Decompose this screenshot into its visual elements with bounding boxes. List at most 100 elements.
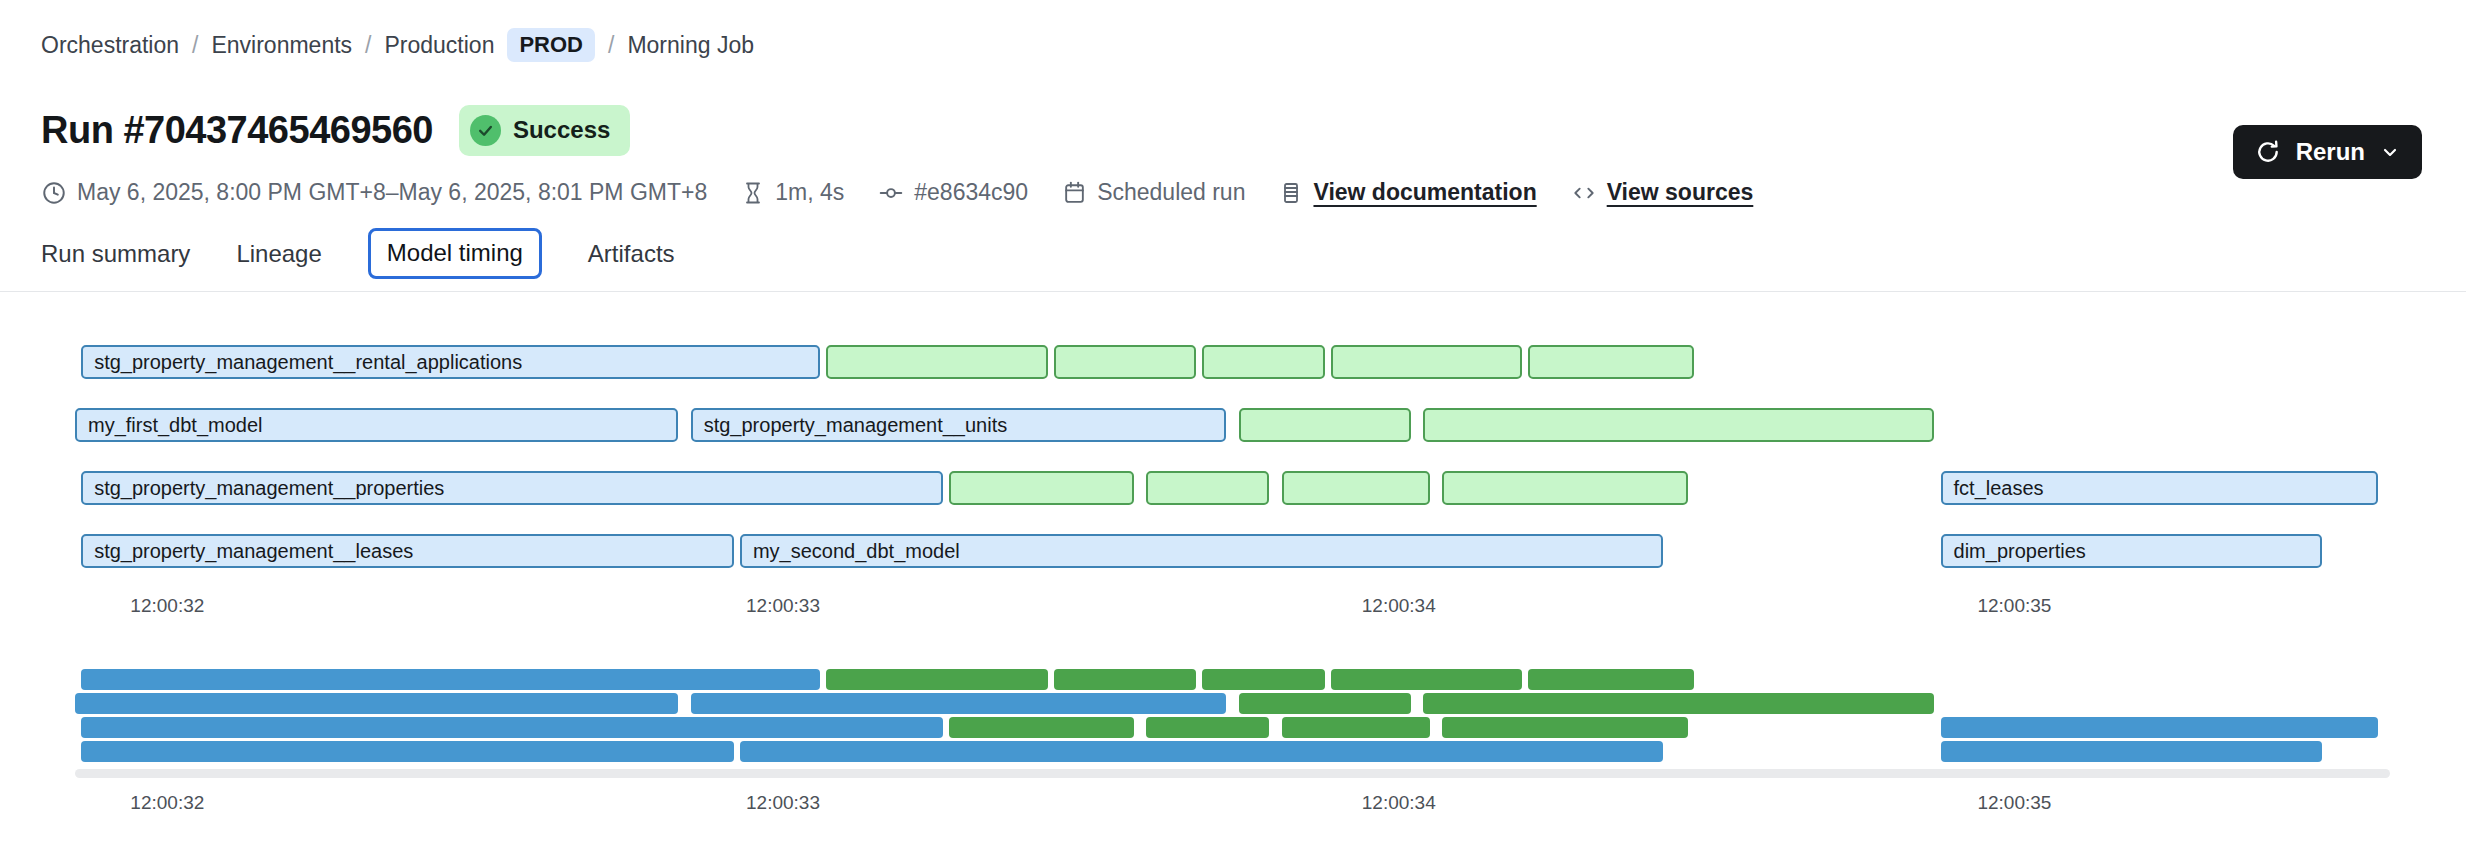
gantt-bar-test[interactable] xyxy=(1331,345,1522,379)
meta-time-range: May 6, 2025, 8:00 PM GMT+8–May 6, 2025, … xyxy=(41,179,707,206)
axis-tick-label: 12:00:34 xyxy=(1362,792,1436,814)
rerun-button[interactable]: Rerun xyxy=(2233,125,2422,179)
hourglass-icon xyxy=(741,181,765,205)
commit-icon xyxy=(878,180,904,206)
time-axis: 12:00:32 12:00:33 12:00:34 12:00:35 xyxy=(75,595,2390,619)
status-badge: Success xyxy=(459,105,630,156)
tab-run-summary[interactable]: Run summary xyxy=(41,231,190,277)
run-detail-page: Orchestration / Environments / Productio… xyxy=(0,0,2466,842)
minimap-row xyxy=(75,717,2390,738)
breadcrumb-separator: / xyxy=(192,32,198,59)
minimap-time-axis: 12:00:32 12:00:33 12:00:34 12:00:35 xyxy=(75,792,2390,816)
minimap-bar-test xyxy=(1239,693,1411,714)
gantt-bar-fct_leases[interactable]: fct_leases xyxy=(1941,471,2378,505)
axis-tick-label: 12:00:35 xyxy=(1977,595,2051,617)
gantt-bar-test[interactable] xyxy=(1528,345,1694,379)
gantt-bar-test[interactable] xyxy=(1239,408,1411,442)
gantt-bar-test[interactable] xyxy=(1442,471,1688,505)
gantt-chart: stg_property_management__rental_applicat… xyxy=(75,345,2390,568)
minimap-bar-stg_property_management__leases xyxy=(81,741,734,762)
tab-model-timing[interactable]: Model timing xyxy=(368,228,542,279)
minimap-bar-test xyxy=(1202,669,1325,690)
minimap-bar-stg_property_management__rental_applications xyxy=(81,669,820,690)
view-documentation-link[interactable]: View documentation xyxy=(1313,179,1536,206)
model-timing-chart: stg_property_management__rental_applicat… xyxy=(75,345,2390,816)
gantt-bar-test[interactable] xyxy=(1282,471,1430,505)
minimap-bar-fct_leases xyxy=(1941,717,2378,738)
view-sources-link[interactable]: View sources xyxy=(1607,179,1754,206)
breadcrumb-item-job[interactable]: Morning Job xyxy=(627,32,754,59)
breadcrumb-item-production[interactable]: Production xyxy=(384,32,494,59)
gantt-bar-test[interactable] xyxy=(1146,471,1269,505)
breadcrumb: Orchestration / Environments / Productio… xyxy=(41,28,2421,62)
meta-duration: 1m, 4s xyxy=(741,179,844,206)
gantt-bar-label: my_first_dbt_model xyxy=(77,414,263,437)
axis-tick-label: 12:00:33 xyxy=(746,595,820,617)
meta-trigger: Scheduled run xyxy=(1062,179,1245,206)
code-icon xyxy=(1571,180,1597,206)
gantt-bar-test[interactable] xyxy=(1423,408,1934,442)
minimap-bar-test xyxy=(826,669,1048,690)
gantt-row: stg_property_management__rental_applicat… xyxy=(75,345,2390,379)
gantt-bar-test[interactable] xyxy=(949,471,1134,505)
success-check-icon xyxy=(470,115,501,146)
page-header: Orchestration / Environments / Productio… xyxy=(0,28,2466,206)
minimap-bar-test xyxy=(1442,717,1688,738)
tab-artifacts[interactable]: Artifacts xyxy=(588,231,675,277)
tab-lineage[interactable]: Lineage xyxy=(236,231,321,277)
horizontal-scrollbar[interactable] xyxy=(75,769,2390,778)
gantt-bar-stg_property_management__units[interactable]: stg_property_management__units xyxy=(691,408,1227,442)
gantt-bar-label: stg_property_management__leases xyxy=(83,540,413,563)
meta-duration-label: 1m, 4s xyxy=(775,179,844,206)
gantt-bar-label: my_second_dbt_model xyxy=(742,540,960,563)
chevron-down-icon xyxy=(2380,142,2400,162)
gantt-bar-stg_property_management__rental_applications[interactable]: stg_property_management__rental_applicat… xyxy=(81,345,820,379)
minimap-bar-my_first_dbt_model xyxy=(75,693,678,714)
minimap-bar-test xyxy=(1423,693,1934,714)
axis-tick-label: 12:00:35 xyxy=(1977,792,2051,814)
minimap-bar-test xyxy=(1146,717,1269,738)
axis-tick-label: 12:00:32 xyxy=(130,792,204,814)
gantt-bar-stg_property_management__properties[interactable]: stg_property_management__properties xyxy=(81,471,943,505)
environment-badge: PROD xyxy=(507,28,595,62)
status-label: Success xyxy=(513,116,610,144)
gantt-bar-my_first_dbt_model[interactable]: my_first_dbt_model xyxy=(75,408,678,442)
timeline-minimap[interactable] xyxy=(75,669,2390,778)
gantt-bar-label: stg_property_management__units xyxy=(693,414,1008,437)
meta-commit: #e8634c90 xyxy=(878,179,1028,206)
minimap-row xyxy=(75,669,2390,690)
axis-tick-label: 12:00:32 xyxy=(130,595,204,617)
axis-tick-label: 12:00:33 xyxy=(746,792,820,814)
minimap-bar-stg_property_management__properties xyxy=(81,717,943,738)
gantt-bar-test[interactable] xyxy=(1202,345,1325,379)
gantt-bar-label: dim_properties xyxy=(1943,540,2086,563)
axis-tick-label: 12:00:34 xyxy=(1362,595,1436,617)
minimap-bar-test xyxy=(1528,669,1694,690)
breadcrumb-item-environments[interactable]: Environments xyxy=(211,32,352,59)
meta-time-range-label: May 6, 2025, 8:00 PM GMT+8–May 6, 2025, … xyxy=(77,179,707,206)
tab-bar: Run summary Lineage Model timing Artifac… xyxy=(0,228,2466,292)
breadcrumb-separator: / xyxy=(608,32,614,59)
run-meta-row: May 6, 2025, 8:00 PM GMT+8–May 6, 2025, … xyxy=(41,179,2421,206)
breadcrumb-item-orchestration[interactable]: Orchestration xyxy=(41,32,179,59)
gantt-row: stg_property_management__leases my_second… xyxy=(75,534,2390,568)
clock-icon xyxy=(41,180,67,206)
gantt-bar-label: stg_property_management__properties xyxy=(83,477,444,500)
gantt-bar-dim_properties[interactable]: dim_properties xyxy=(1941,534,2323,568)
minimap-bar-test xyxy=(1054,669,1196,690)
meta-trigger-label: Scheduled run xyxy=(1097,179,1245,206)
gantt-bar-test[interactable] xyxy=(826,345,1048,379)
gantt-bar-my_second_dbt_model[interactable]: my_second_dbt_model xyxy=(740,534,1664,568)
gantt-bar-label: fct_leases xyxy=(1943,477,2044,500)
document-icon xyxy=(1279,181,1303,205)
gantt-bar-test[interactable] xyxy=(1054,345,1196,379)
title-row: Run #70437465469560 Success xyxy=(41,102,2421,158)
minimap-bar-test xyxy=(1282,717,1430,738)
rerun-button-label: Rerun xyxy=(2296,138,2365,166)
minimap-bar-stg_property_management__units xyxy=(691,693,1227,714)
meta-sources: View sources xyxy=(1571,179,1754,206)
calendar-icon xyxy=(1062,180,1087,205)
page-title: Run #70437465469560 xyxy=(41,109,433,152)
gantt-bar-stg_property_management__leases[interactable]: stg_property_management__leases xyxy=(81,534,734,568)
minimap-bar-my_second_dbt_model xyxy=(740,741,1664,762)
